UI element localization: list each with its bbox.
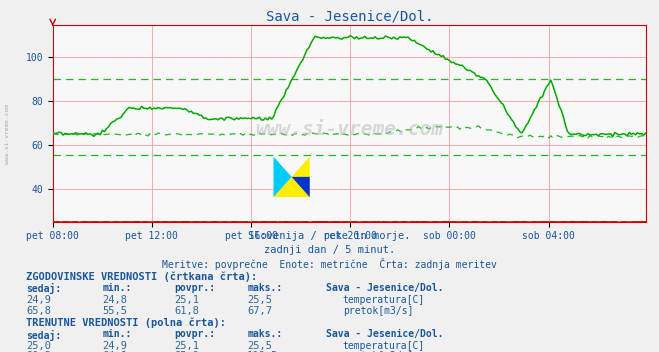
Text: sedaj:: sedaj:: [26, 283, 61, 294]
Text: min.:: min.:: [102, 329, 132, 339]
Text: povpr.:: povpr.:: [175, 329, 215, 339]
Text: 67,7: 67,7: [247, 306, 272, 316]
Text: temperatura[C]: temperatura[C]: [343, 341, 425, 351]
Text: 61,8: 61,8: [175, 306, 200, 316]
Text: 65,8: 65,8: [26, 306, 51, 316]
Polygon shape: [273, 157, 291, 197]
Polygon shape: [291, 177, 310, 197]
Text: povpr.:: povpr.:: [175, 283, 215, 293]
Text: pretok[m3/s]: pretok[m3/s]: [343, 306, 413, 316]
Text: ZGODOVINSKE VREDNOSTI (črtkana črta):: ZGODOVINSKE VREDNOSTI (črtkana črta):: [26, 272, 258, 282]
Text: maks.:: maks.:: [247, 329, 282, 339]
Text: Sava - Jesenice/Dol.: Sava - Jesenice/Dol.: [326, 329, 444, 339]
Text: 24,9: 24,9: [102, 341, 127, 351]
Text: 85,9: 85,9: [175, 351, 200, 352]
Text: 24,8: 24,8: [102, 295, 127, 304]
Text: maks.:: maks.:: [247, 283, 282, 293]
Text: 25,1: 25,1: [175, 341, 200, 351]
Text: TRENUTNE VREDNOSTI (polna črta):: TRENUTNE VREDNOSTI (polna črta):: [26, 318, 226, 328]
Text: www.si-vreme.com: www.si-vreme.com: [255, 120, 444, 139]
Text: Meritve: povprečne  Enote: metrične  Črta: zadnja meritev: Meritve: povprečne Enote: metrične Črta:…: [162, 258, 497, 270]
Text: zadnji dan / 5 minut.: zadnji dan / 5 minut.: [264, 245, 395, 254]
Text: 25,5: 25,5: [247, 295, 272, 304]
Text: www.si-vreme.com: www.si-vreme.com: [5, 104, 11, 164]
Text: Sava - Jesenice/Dol.: Sava - Jesenice/Dol.: [326, 283, 444, 293]
Text: 25,1: 25,1: [175, 295, 200, 304]
Text: temperatura[C]: temperatura[C]: [343, 295, 425, 304]
Text: 108,5: 108,5: [247, 351, 278, 352]
Text: 25,0: 25,0: [26, 341, 51, 351]
Title: Sava - Jesenice/Dol.: Sava - Jesenice/Dol.: [266, 10, 433, 24]
Polygon shape: [273, 157, 310, 197]
Text: sedaj:: sedaj:: [26, 329, 61, 340]
Text: Slovenija / reke in morje.: Slovenija / reke in morje.: [248, 231, 411, 240]
Text: 55,5: 55,5: [102, 306, 127, 316]
Text: pretok[m3/s]: pretok[m3/s]: [343, 351, 413, 352]
Text: 24,9: 24,9: [26, 295, 51, 304]
Text: 64,0: 64,0: [102, 351, 127, 352]
Text: min.:: min.:: [102, 283, 132, 293]
Text: 90,2: 90,2: [26, 351, 51, 352]
Text: 25,5: 25,5: [247, 341, 272, 351]
